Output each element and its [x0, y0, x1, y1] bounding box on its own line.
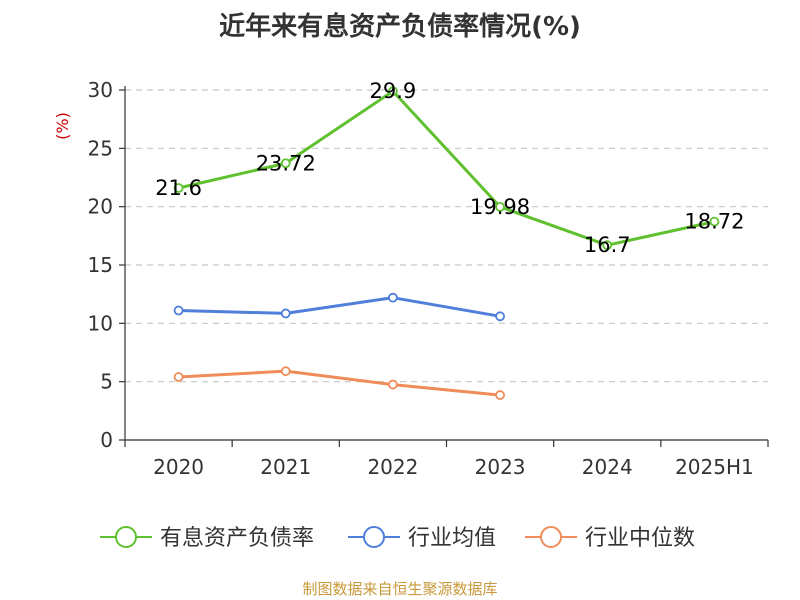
x-tick-label: 2024: [582, 455, 633, 479]
data-label: 16.7: [584, 233, 631, 257]
data-label: 19.98: [470, 195, 530, 219]
legend-item[interactable]: 行业均值: [348, 526, 496, 551]
grid-lines: [125, 89, 768, 383]
series-line: [178, 89, 715, 247]
y-tick-label: 15: [88, 253, 113, 277]
legend-marker-icon: [115, 526, 137, 548]
data-point: [280, 308, 291, 319]
data-point: [388, 379, 398, 390]
data-label: 23.72: [256, 151, 316, 175]
legend-label: 行业均值: [408, 526, 496, 551]
series-lines: [173, 86, 720, 400]
y-tick-label: 5: [100, 370, 113, 394]
y-tick-label: 25: [88, 136, 113, 160]
legend-item[interactable]: 行业中位数: [525, 526, 695, 551]
x-tick-label: 2023: [475, 455, 526, 479]
y-tick-label: 30: [88, 78, 113, 102]
legend-item[interactable]: 有息资产负债率: [100, 526, 314, 551]
data-point: [173, 183, 184, 193]
legend-label: 有息资产负债率: [160, 526, 314, 551]
x-tick-label: 2020: [153, 455, 204, 479]
y-tick-label: 20: [88, 195, 113, 219]
series-line: [178, 369, 501, 397]
data-point: [602, 240, 613, 251]
data-label: 21.6: [155, 176, 202, 200]
y-axis-unit-label: (%): [53, 112, 72, 140]
legend-marker-icon: [363, 526, 385, 548]
series-line: [178, 296, 501, 318]
y-tick-label: 0: [100, 428, 113, 452]
data-point: [280, 366, 291, 377]
data-point: [709, 216, 720, 227]
data-labels: 21.6 23.72 29.9 19.98 16.7 18.72: [155, 79, 744, 257]
data-label: 29.9: [370, 79, 417, 103]
axes: 0 5 10 15 20 25 30 (%) 2020 2021 2022 2023 2024 2025H…: [53, 78, 769, 479]
x-tick-label: 2025H1: [675, 455, 754, 479]
data-point: [173, 372, 184, 382]
legend-marker-icon: [540, 526, 562, 548]
y-tick-label: 10: [88, 311, 113, 335]
chart-title: 近年来有息资产负债率情况(%): [219, 12, 581, 42]
x-tick-label: 2022: [367, 455, 418, 479]
data-point: [495, 201, 505, 212]
x-tick-label: 2021: [260, 455, 311, 479]
legend: 有息资产负债率 行业均值 行业中位数: [100, 526, 695, 551]
data-source-note: 制图数据来自恒生聚源数据库: [302, 580, 498, 598]
data-point: [388, 292, 398, 303]
data-label: 18.72: [684, 210, 744, 234]
data-point: [388, 86, 398, 97]
data-point: [173, 305, 184, 316]
legend-label: 行业中位数: [585, 526, 695, 551]
data-point: [280, 158, 291, 169]
data-point: [495, 311, 505, 322]
data-point: [495, 390, 505, 400]
